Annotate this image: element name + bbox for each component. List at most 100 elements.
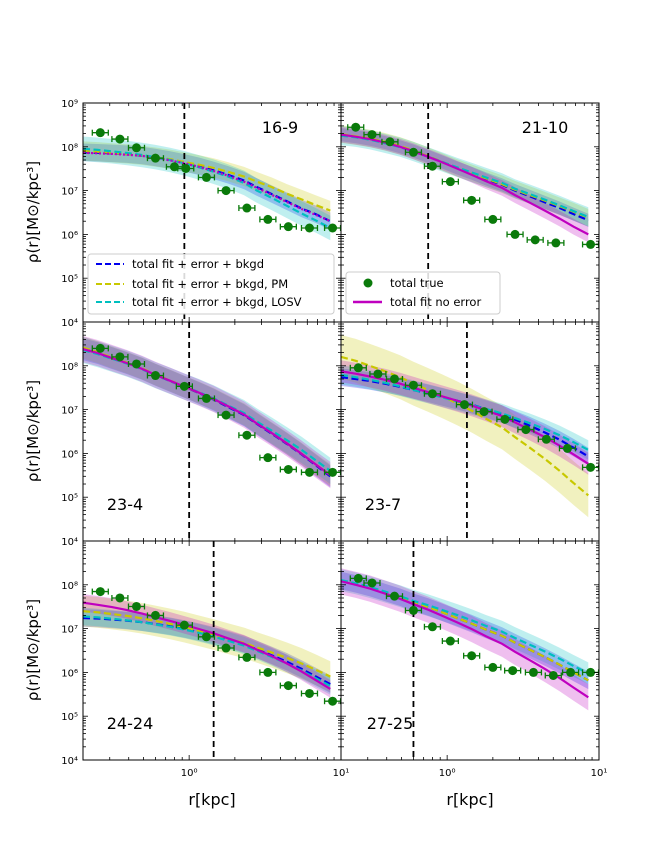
true-point-16-9 — [131, 143, 141, 153]
true-point-21-10 — [408, 147, 418, 157]
true-point-24-24 — [328, 696, 338, 706]
true-point-24-24 — [304, 688, 314, 698]
line-fit_pm-23-7 — [341, 355, 590, 497]
panel-24-24: 10⁴ 10⁵ 10⁶ 10⁷ 10⁸ 10⁰ 10¹ 24-24 — [61, 540, 350, 779]
true-point-16-9 — [201, 172, 211, 182]
band-fit_bkgd-23-7 — [341, 368, 589, 466]
true-point-16-9 — [283, 222, 293, 232]
true-point-27-25 — [367, 578, 377, 588]
true-point-27-25 — [548, 670, 558, 680]
y-tick-label: 10⁶ — [61, 668, 78, 679]
band-fit_losv-23-4 — [83, 336, 331, 484]
y-tick-label: 10⁶ — [61, 230, 78, 241]
true-point-27-25 — [389, 591, 399, 601]
band-fit_noerr-21-10 — [341, 126, 589, 243]
true-point-23-4 — [263, 453, 273, 463]
true-point-24-24 — [221, 643, 231, 653]
panel-title-23-7: 23-7 — [365, 495, 401, 514]
band-fit_losv-23-7 — [341, 365, 589, 460]
legend-truth-box — [345, 271, 501, 315]
true-point-23-7 — [373, 369, 383, 379]
panel-title-16-9: 16-9 — [262, 118, 298, 137]
band-fit_bkgd-24-24 — [83, 609, 331, 693]
line-fit_noerr-16-9 — [83, 151, 331, 223]
line-fit_bkgd-23-7 — [341, 376, 589, 458]
true-point-21-10 — [586, 239, 596, 249]
legend-swatch-true — [363, 278, 373, 288]
true-point-27-25 — [408, 605, 418, 615]
legend-label-fit-noerr: total fit no error — [390, 295, 481, 309]
panel-16-9: 10⁴ 10⁵ 10⁶ 10⁷ 10⁸ 10⁹ 16-9 — [61, 99, 342, 329]
true-point-23-7 — [521, 425, 531, 435]
y-tick-label: 10⁷ — [61, 187, 78, 198]
true-point-24-24 — [242, 652, 252, 662]
true-point-23-7 — [541, 434, 551, 444]
true-point-21-10 — [467, 195, 477, 205]
true-point-23-4 — [115, 352, 125, 362]
y-tick-label: 10⁸ — [61, 143, 78, 154]
band-fit_noerr-27-25 — [341, 568, 589, 711]
band-fit_bkgd-27-25 — [341, 571, 589, 690]
true-point-24-24 — [115, 593, 125, 603]
true-point-21-10 — [510, 229, 520, 239]
y-axis-label-row-2: ρ(r)[M⊙/kpc³] — [24, 380, 42, 482]
true-point-24-24 — [283, 681, 293, 691]
plot-area-21-10 — [341, 103, 599, 322]
true-point-21-10 — [367, 130, 377, 140]
true-point-23-7 — [408, 380, 418, 390]
true-point-23-4 — [242, 430, 252, 440]
plot-area-27-25 — [341, 541, 599, 760]
line-fit_noerr-27-25 — [341, 580, 589, 699]
true-point-16-9 — [221, 186, 231, 196]
true-point-24-24 — [263, 667, 273, 677]
y-tick-label: 10⁵ — [61, 493, 78, 504]
line-fit_bkgd-24-24 — [83, 616, 331, 686]
true-point-21-10 — [385, 137, 395, 147]
true-point-23-4 — [179, 381, 189, 391]
panel-title-24-24: 24-24 — [107, 714, 154, 733]
true-point-16-9 — [263, 214, 273, 224]
panel-23-4: 10⁴ 10⁵ 10⁶ 10⁷ 10⁸ 23-4 — [61, 321, 342, 548]
true-point-16-9 — [242, 203, 252, 213]
true-point-16-9 — [304, 223, 314, 233]
true-point-21-10 — [551, 238, 561, 248]
panel-title-27-25: 27-25 — [367, 714, 414, 733]
band-fit_losv-24-24 — [83, 607, 331, 695]
panel-27-25: 10⁰ 10¹ 27-25 — [340, 540, 607, 779]
true-point-23-4 — [283, 464, 293, 474]
band-fit_pm-24-24 — [83, 595, 331, 692]
true-point-21-10 — [351, 122, 361, 132]
line-fit_losv-27-25 — [341, 579, 589, 675]
panel-21-10: 21-10 — [340, 102, 600, 323]
panel-title-23-4: 23-4 — [107, 495, 143, 514]
y-tick-label: 10⁴ — [61, 537, 78, 548]
true-point-21-10 — [427, 161, 437, 171]
true-point-24-24 — [131, 601, 141, 611]
true-point-27-25 — [586, 667, 596, 677]
x-tick-label: 10⁰ — [439, 768, 456, 779]
legend-label-fit-bkgd: total fit + error + bkgd — [132, 257, 264, 271]
true-point-23-7 — [427, 389, 437, 399]
true-point-23-4 — [95, 343, 105, 353]
true-point-16-9 — [328, 223, 338, 233]
true-point-16-9 — [181, 163, 191, 173]
band-fit_bkgd-21-10 — [341, 128, 589, 227]
legend-fits-box — [87, 253, 335, 315]
y-tick-label: 10⁵ — [61, 712, 78, 723]
plot-area-23-4 — [83, 322, 341, 541]
line-fit_losv-16-9 — [83, 147, 331, 229]
x-axis-label-left: r[kpc] — [188, 790, 235, 809]
true-point-27-25 — [353, 573, 363, 583]
line-fit_pm-24-24 — [83, 610, 331, 678]
true-point-27-25 — [566, 667, 576, 677]
band-fit_noerr-24-24 — [83, 594, 331, 698]
x-tick-label: 10¹ — [333, 768, 350, 779]
band-fit_pm-23-4 — [83, 336, 331, 486]
y-tick-label: 10⁸ — [61, 581, 78, 592]
true-point-24-24 — [179, 620, 189, 630]
y-tick-label: 10⁵ — [61, 274, 78, 285]
line-fit_pm-16-9 — [83, 149, 331, 212]
true-point-23-4 — [304, 467, 314, 477]
